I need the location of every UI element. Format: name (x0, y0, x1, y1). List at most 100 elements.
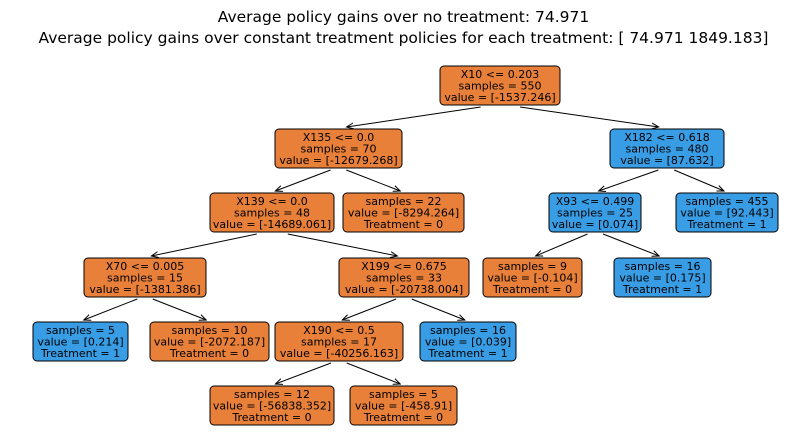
node-label-line: samples = 70 (301, 143, 377, 156)
node-label-line: value = [-2072.187] (154, 336, 265, 349)
node-box (274, 128, 403, 169)
node-box (83, 257, 207, 298)
edge-n0-n1 (347, 106, 481, 127)
node-label-line: X182 <= 0.618 (624, 131, 709, 144)
node-label-line: value = [-56838.352] (213, 400, 331, 413)
node-label-line: Treatment = 1 (686, 218, 766, 231)
node-box (675, 192, 779, 233)
node-label-line: samples = 455 (686, 195, 769, 208)
node-label-line: value = [-40256.163] (280, 347, 398, 360)
node-label-line: X139 <= 0.0 (236, 195, 307, 208)
node-label-line: X135 <= 0.0 (303, 131, 374, 144)
edge-n2-n6 (674, 169, 724, 191)
node-label-line: X199 <= 0.675 (361, 260, 446, 273)
node-label-line: samples = 25 (557, 207, 633, 220)
node-label-line: samples = 480 (626, 143, 709, 156)
node-box (439, 65, 561, 106)
node-box (482, 257, 583, 298)
node-label-line: samples = 16 (625, 260, 701, 273)
node-box (209, 192, 335, 233)
node-box (349, 385, 458, 426)
edge-n5-n9 (536, 233, 588, 256)
edge-n7-n12 (152, 298, 207, 320)
edge-n1-n4 (346, 169, 400, 191)
node-label-line: value = [-0.104] (487, 272, 577, 285)
chart-title-line-1: Average policy gains over no treatment: … (217, 8, 590, 26)
node-label-line: Treatment = 0 (169, 347, 249, 360)
node-box (274, 321, 404, 362)
edge-n5-n10 (602, 233, 659, 256)
node-box (342, 192, 465, 233)
node-label-line: Treatment = 1 (622, 283, 702, 296)
chart-title-line-2: Average policy gains over constant treat… (38, 29, 769, 47)
edge-n13-n15 (275, 362, 332, 384)
node-label-line: value = [-20738.004] (345, 283, 463, 296)
node-label-line: X190 <= 0.5 (303, 324, 374, 337)
node-label-line: Treatment = 0 (363, 218, 443, 231)
node-label-line: samples = 48 (234, 207, 310, 220)
node-label-line: value = [-1381.386] (89, 283, 200, 296)
edge-n13-n16 (346, 362, 401, 384)
edge-n2-n5 (599, 169, 659, 191)
edge-n3-n8 (287, 233, 398, 256)
node-label-line: samples = 22 (366, 195, 442, 208)
node-label-line: X70 <= 0.005 (106, 260, 184, 273)
node-label-line: samples = 33 (366, 272, 442, 285)
edge-n8-n13 (342, 298, 397, 320)
node-label-line: value = [0.214] (37, 336, 123, 349)
node-label-line: value = [-14689.061] (213, 218, 331, 231)
node-box (419, 321, 517, 362)
node-label-line: samples = 5 (46, 324, 115, 337)
node-box (209, 385, 335, 426)
node-label-line: Treatment = 1 (427, 347, 507, 360)
node-label-line: samples = 16 (430, 324, 506, 337)
node-label-line: X10 <= 0.203 (461, 68, 539, 81)
node-label-line: samples = 17 (301, 336, 377, 349)
node-label-line: value = [-8294.264] (348, 207, 459, 220)
node-label-line: value = [-458.91] (355, 400, 452, 413)
node-label-line: value = [0.039] (425, 336, 511, 349)
edge-n1-n3 (275, 169, 331, 191)
node-box (149, 321, 270, 362)
node-label-line: Treatment = 0 (492, 283, 572, 296)
node-label-line: Treatment = 0 (231, 411, 311, 424)
node-label-line: Treatment = 1 (40, 347, 120, 360)
node-label-line: samples = 15 (107, 272, 183, 285)
node-box (548, 192, 642, 233)
edge-n7-n11 (84, 298, 138, 320)
node-label-line: value = [0.175] (619, 272, 705, 285)
node-box (32, 321, 129, 362)
edge-n8-n14 (411, 298, 465, 320)
node-label-line: samples = 12 (234, 388, 310, 401)
node-label-line: value = [-1537.246] (444, 91, 555, 104)
edge-n0-n2 (519, 106, 659, 127)
node-box (338, 257, 470, 298)
node-label-line: X93 <= 0.499 (556, 195, 634, 208)
node-box (613, 257, 712, 298)
node-label-line: Treatment = 0 (363, 411, 443, 424)
node-label-line: value = [-12679.268] (279, 154, 397, 167)
node-label-line: value = [87.632] (620, 154, 713, 167)
node-label-line: samples = 550 (459, 80, 542, 93)
node-label-line: samples = 5 (369, 388, 438, 401)
node-label-line: value = [0.074] (552, 218, 638, 231)
node-label-line: samples = 10 (172, 324, 248, 337)
edge-n3-n7 (151, 233, 257, 256)
